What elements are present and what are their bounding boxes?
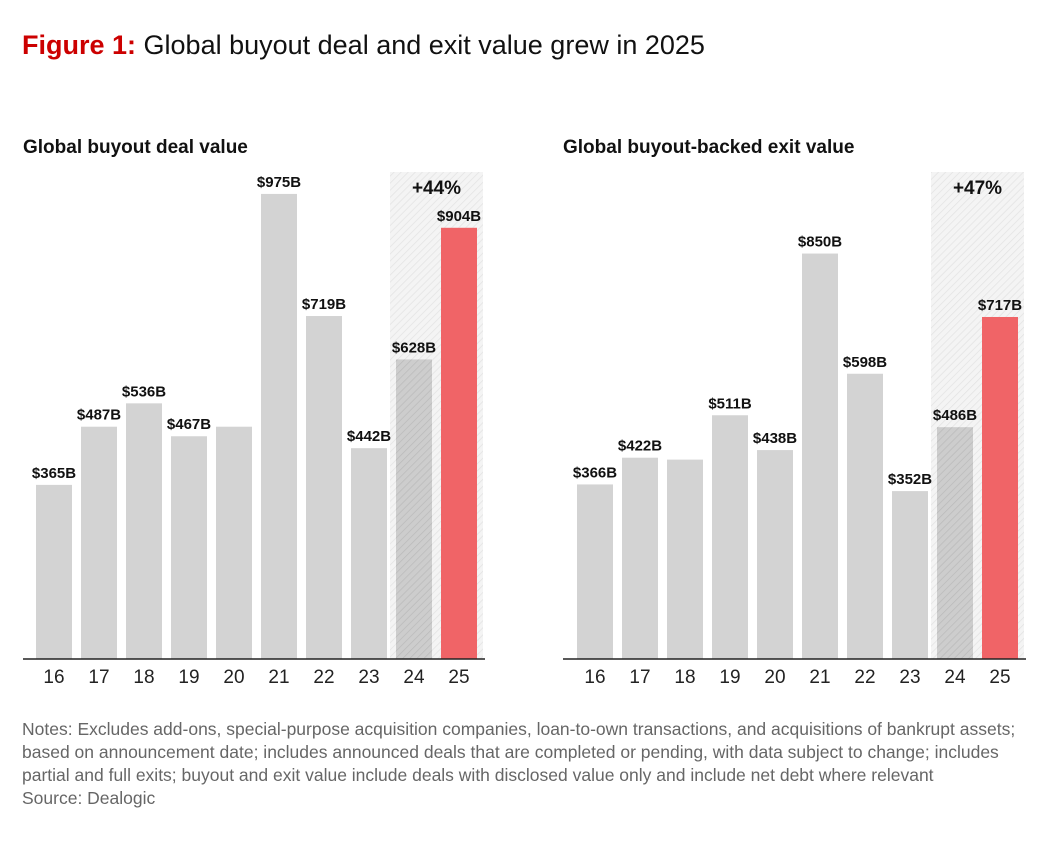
bar-deal-value-16 [36,484,72,659]
bar-deal-value-20 [216,426,252,659]
change-annotation-exit-value: +47% [953,178,1002,199]
value-label-deal-value-23: $442B [347,428,391,445]
value-label-deal-value-22: $719B [302,296,346,313]
bar-exit-value-16 [577,484,613,659]
value-label-exit-value-25: $717B [978,297,1022,314]
bar-exit-value-17 [622,457,658,659]
bar-deal-value-21 [261,193,297,660]
value-label-deal-value-21: $975B [257,174,301,191]
bar-deal-value-25 [441,227,477,660]
bar-deal-value-18 [126,403,162,659]
value-label-deal-value-25: $904B [437,208,481,225]
bar-exit-value-21 [802,253,838,660]
value-label-exit-value-21: $850B [798,234,842,251]
tick-label-deal-value-16: 16 [43,667,64,688]
tick-label-deal-value-20: 20 [223,667,244,688]
tick-label-deal-value-25: 25 [448,667,469,688]
tick-label-exit-value-17: 17 [629,667,650,688]
tick-label-deal-value-22: 22 [313,667,334,688]
figure-title: Figure 1: Global buyout deal and exit va… [22,30,705,61]
bar-exit-value-25 [982,316,1018,659]
tick-label-deal-value-21: 21 [268,667,289,688]
value-label-exit-value-19: $511B [708,395,752,412]
value-label-exit-value-17: $422B [618,438,662,455]
tick-label-exit-value-20: 20 [764,667,785,688]
notes-source: Source: Dealogic [22,788,156,808]
charts-area: Global buyout deal value +44% $365B 16 $487B… [23,137,1026,688]
tick-label-exit-value-19: 19 [719,667,740,688]
value-label-exit-value-24: $486B [933,407,977,424]
bar-exit-value-20 [757,450,793,659]
tick-label-exit-value-16: 16 [584,667,605,688]
notes: Notes: Excludes add-ons, special-purpose… [22,718,1032,810]
value-label-deal-value-24: $628B [392,339,436,356]
value-label-exit-value-22: $598B [843,354,887,371]
chart-title-deal-value: Global buyout deal value [23,137,248,158]
bar-exit-value-22 [847,373,883,659]
value-label-exit-value-20: $438B [753,430,797,447]
tick-label-exit-value-25: 25 [989,667,1010,688]
tick-label-deal-value-17: 17 [88,667,109,688]
bar-deal-value-23 [351,448,387,659]
tick-label-deal-value-24: 24 [403,667,425,688]
tick-label-exit-value-21: 21 [809,667,830,688]
figure-label: Figure 1: [22,30,137,60]
bar-exit-value-24 [937,427,973,659]
tick-label-exit-value-22: 22 [854,667,875,688]
value-label-deal-value-19: $467B [167,416,211,433]
tick-label-deal-value-23: 23 [358,667,379,688]
bar-exit-value-18 [667,459,703,659]
tick-label-exit-value-24: 24 [944,667,966,688]
value-label-exit-value-23: $352B [888,471,932,488]
value-label-deal-value-18: $536B [122,383,166,400]
tick-label-exit-value-18: 18 [674,667,695,688]
value-label-deal-value-16: $365B [32,465,76,482]
tick-label-deal-value-18: 18 [133,667,154,688]
bar-exit-value-23 [892,491,928,659]
bar-deal-value-22 [306,316,342,659]
tick-label-exit-value-23: 23 [899,667,920,688]
bar-deal-value-19 [171,436,207,659]
bar-exit-value-19 [712,415,748,659]
tick-label-deal-value-19: 19 [178,667,199,688]
notes-text: Notes: Excludes add-ons, special-purpose… [22,719,1016,785]
chart-title-exit-value: Global buyout-backed exit value [563,137,854,158]
change-annotation-deal-value: +44% [412,178,461,199]
value-label-deal-value-17: $487B [77,407,121,424]
value-label-exit-value-16: $366B [573,464,617,481]
figure-title-text: Global buyout deal and exit value grew i… [143,30,705,60]
bar-deal-value-17 [81,426,117,659]
bar-deal-value-24 [396,359,432,659]
